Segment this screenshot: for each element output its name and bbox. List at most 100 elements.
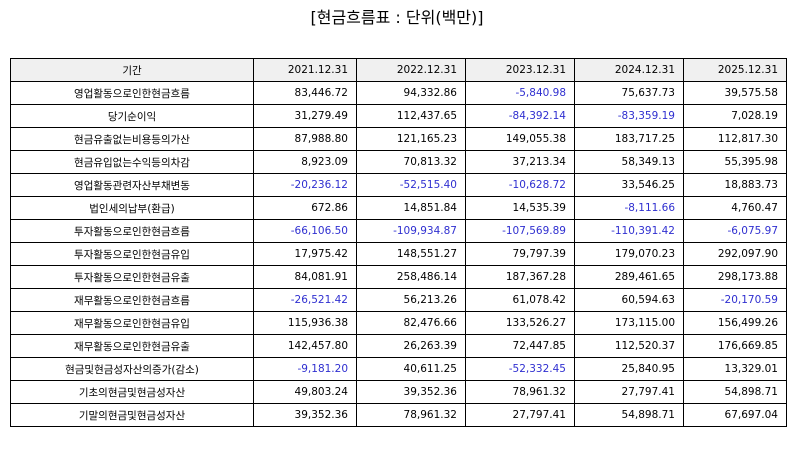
table-cell: 148,551.27 (356, 242, 466, 266)
row-label: 영업활동관련자산부채변동 (10, 173, 254, 197)
row-label: 재무활동으로인한현금유출 (10, 334, 254, 358)
table-header: 기간 2021.12.31 2022.12.31 2023.12.31 2024… (10, 58, 787, 82)
header-2023: 2023.12.31 (465, 58, 575, 82)
table-cell: -9,181.20 (253, 357, 357, 381)
row-label: 법인세의납부(환급) (10, 196, 254, 220)
table-row: 기초의현금및현금성자산 49,803.24 39,352.36 78,961.32 27… (10, 380, 787, 404)
header-2021: 2021.12.31 (253, 58, 357, 82)
table-row: 당기순이익 31,279.49 112,437.65 -84,392.14 -83,35… (10, 104, 787, 128)
table-cell: 78,961.32 (356, 403, 466, 427)
table-cell: 179,070.23 (574, 242, 684, 266)
table-cell: 27,797.41 (574, 380, 684, 404)
header-row: 기간 2021.12.31 2022.12.31 2023.12.31 2024… (10, 58, 787, 82)
cash-flow-table: 기간 2021.12.31 2022.12.31 2023.12.31 2024… (10, 58, 787, 427)
table-row: 기말의현금및현금성자산 39,352.36 78,961.32 27,797.41 54… (10, 403, 787, 427)
table-cell: 82,476.66 (356, 311, 466, 335)
table-row: 현금유출없는비용등의가산 87,988.80 121,165.23 149,055.3… (10, 127, 787, 151)
table-cell: 49,803.24 (253, 380, 357, 404)
table-cell: 149,055.38 (465, 127, 575, 151)
table-cell: 183,717.25 (574, 127, 684, 151)
table-cell: 67,697.04 (683, 403, 787, 427)
table-cell: 78,961.32 (465, 380, 575, 404)
table-cell: 39,352.36 (356, 380, 466, 404)
table-cell: 121,165.23 (356, 127, 466, 151)
table-cell: 7,028.19 (683, 104, 787, 128)
table-cell: 54,898.71 (683, 380, 787, 404)
table-cell: 58,349.13 (574, 150, 684, 174)
table-cell: 187,367.28 (465, 265, 575, 289)
header-2025: 2025.12.31 (683, 58, 787, 82)
table-cell: -5,840.98 (465, 81, 575, 105)
table-cell: -110,391.42 (574, 219, 684, 243)
row-label: 기말의현금및현금성자산 (10, 403, 254, 427)
table-row: 투자활동으로인한현금유출 84,081.91 258,486.14 187,367.2… (10, 265, 787, 289)
page-title: [현금흐름표 : 단위(백만)] (310, 8, 484, 27)
table-cell: -109,934.87 (356, 219, 466, 243)
table-cell: 39,575.58 (683, 81, 787, 105)
table-cell: 4,760.47 (683, 196, 787, 220)
table-cell: -107,569.89 (465, 219, 575, 243)
table-cell: 13,329.01 (683, 357, 787, 381)
table-cell: 61,078.42 (465, 288, 575, 312)
row-label: 현금유입없는수익등의차감 (10, 150, 254, 174)
table-cell: 56,213.26 (356, 288, 466, 312)
table-cell: 87,988.80 (253, 127, 357, 151)
table-cell: 54,898.71 (574, 403, 684, 427)
table-cell: 292,097.90 (683, 242, 787, 266)
header-2024: 2024.12.31 (574, 58, 684, 82)
header-2022: 2022.12.31 (356, 58, 466, 82)
table-cell: 75,637.73 (574, 81, 684, 105)
table-cell: 60,594.63 (574, 288, 684, 312)
row-label: 당기순이익 (10, 104, 254, 128)
table-cell: -83,359.19 (574, 104, 684, 128)
table-cell: -84,392.14 (465, 104, 575, 128)
table-cell: 17,975.42 (253, 242, 357, 266)
table-cell: 176,669.85 (683, 334, 787, 358)
table-cell: -20,236.12 (253, 173, 357, 197)
table-cell: 133,526.27 (465, 311, 575, 335)
row-label: 재무활동으로인한현금유입 (10, 311, 254, 335)
table-cell: 55,395.98 (683, 150, 787, 174)
table-cell: 258,486.14 (356, 265, 466, 289)
table-row: 재무활동으로인한현금유입 115,936.38 82,476.66 133,526.2… (10, 311, 787, 335)
row-label: 현금및현금성자산의증가(감소) (10, 357, 254, 381)
table-cell: -8,111.66 (574, 196, 684, 220)
table-cell: 112,817.30 (683, 127, 787, 151)
table-cell: -52,332.45 (465, 357, 575, 381)
table-cell: 84,081.91 (253, 265, 357, 289)
table-cell: 289,461.65 (574, 265, 684, 289)
table-row: 투자활동으로인한현금흐름 -66,106.50 -109,934.87 -107,56… (10, 219, 787, 243)
table-cell: 40,611.25 (356, 357, 466, 381)
table-cell: 37,213.34 (465, 150, 575, 174)
table-cell: 72,447.85 (465, 334, 575, 358)
table-cell: -20,170.59 (683, 288, 787, 312)
row-label: 투자활동으로인한현금유입 (10, 242, 254, 266)
row-label: 영업활동으로인한현금흐름 (10, 81, 254, 105)
table-cell: 33,546.25 (574, 173, 684, 197)
table-cell: 142,457.80 (253, 334, 357, 358)
table-cell: 18,883.73 (683, 173, 787, 197)
table-row: 재무활동으로인한현금흐름 -26,521.42 56,213.26 61,078.42… (10, 288, 787, 312)
table-cell: 27,797.41 (465, 403, 575, 427)
table-body: 영업활동으로인한현금흐름 83,446.72 94,332.86 -5,840.98 7… (10, 81, 787, 427)
table-cell: 112,437.65 (356, 104, 466, 128)
table-cell: 112,520.37 (574, 334, 684, 358)
table-cell: 115,936.38 (253, 311, 357, 335)
table-cell: 83,446.72 (253, 81, 357, 105)
table-cell: 26,263.39 (356, 334, 466, 358)
table-cell: 79,797.39 (465, 242, 575, 266)
table-cell: -26,521.42 (253, 288, 357, 312)
table-cell: 94,332.86 (356, 81, 466, 105)
table-row: 법인세의납부(환급) 672.86 14,851.84 14,535.39 -8,111… (10, 196, 787, 220)
table-cell: 173,115.00 (574, 311, 684, 335)
table-cell: -66,106.50 (253, 219, 357, 243)
table-cell: 156,499.26 (683, 311, 787, 335)
table-cell: -10,628.72 (465, 173, 575, 197)
table-cell: 25,840.95 (574, 357, 684, 381)
table-cell: 8,923.09 (253, 150, 357, 174)
table-row: 현금및현금성자산의증가(감소) -9,181.20 40,611.25 -52,332… (10, 357, 787, 381)
header-period: 기간 (10, 58, 254, 82)
table-cell: -52,515.40 (356, 173, 466, 197)
table-cell: 39,352.36 (253, 403, 357, 427)
table-cell: 298,173.88 (683, 265, 787, 289)
